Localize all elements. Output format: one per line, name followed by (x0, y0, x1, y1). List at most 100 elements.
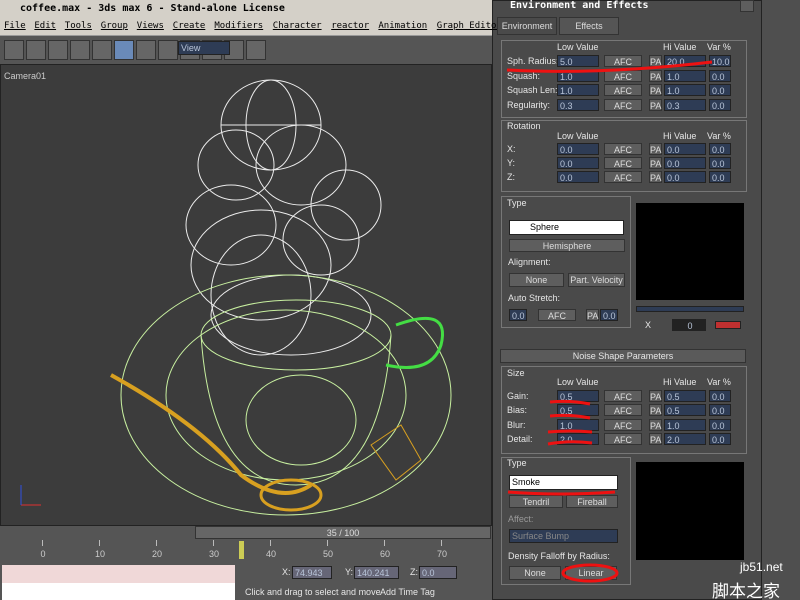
none-button[interactable]: None (509, 566, 561, 580)
hi-input[interactable]: 1.0 (664, 84, 706, 96)
low-input[interactable]: 0.3 (557, 98, 599, 111)
afc-button[interactable]: AFC (604, 404, 642, 417)
var-input[interactable]: 0.0 (709, 157, 731, 169)
afc-button[interactable]: AFC (604, 418, 642, 431)
menu-item[interactable]: Graph Editors (436, 21, 508, 31)
afc-button[interactable]: AFC (604, 84, 642, 96)
shape-dropdown[interactable]: Sphere (509, 220, 624, 235)
menu-item[interactable]: Edit (34, 21, 57, 31)
var-input[interactable]: 0.0 (709, 171, 731, 183)
hi-input[interactable]: 0.5 (664, 404, 706, 417)
preview-slider[interactable] (636, 306, 744, 312)
menu-item[interactable]: Group (100, 21, 128, 31)
fireball-button[interactable]: Fireball (566, 495, 618, 508)
pa-button[interactable]: PA (649, 98, 662, 111)
pa-button[interactable]: PA (586, 309, 599, 321)
var-input[interactable]: 10.0 (709, 55, 731, 67)
tool-button[interactable] (4, 40, 24, 60)
afc-button[interactable]: AFC (604, 390, 642, 402)
frame-slider[interactable]: 35 / 100 (195, 526, 491, 539)
preview-value[interactable]: 0 (672, 319, 706, 331)
time-slider[interactable] (239, 541, 244, 559)
afc-button[interactable]: AFC (604, 432, 642, 445)
var-input[interactable]: 0.0 (709, 84, 731, 96)
low-input[interactable]: 1.0 (557, 84, 599, 96)
pa-button[interactable]: PA (649, 55, 662, 67)
tab[interactable]: Environment (497, 17, 557, 35)
hi-input[interactable]: 0.0 (664, 143, 706, 155)
tool-button[interactable] (158, 40, 178, 60)
afc-button[interactable]: AFC (604, 157, 642, 169)
afc-button[interactable]: AFC (538, 309, 576, 321)
pa-button[interactable]: PA (649, 84, 662, 96)
menu-item[interactable]: Animation (378, 21, 428, 31)
afc-button[interactable]: AFC (604, 69, 642, 82)
low-input[interactable]: 1.0 (557, 418, 599, 431)
tool-button[interactable] (92, 40, 112, 60)
viewport[interactable] (0, 64, 492, 526)
affect-dropdown[interactable]: Surface Bump (509, 529, 618, 543)
hi-input[interactable]: 0.3 (664, 98, 706, 111)
pa-button[interactable]: PA (649, 143, 662, 155)
auto-stretch-low[interactable]: 0.0 (509, 309, 527, 321)
hi-input[interactable]: 0.5 (664, 390, 706, 402)
view-dropdown[interactable]: View (178, 41, 230, 55)
listener[interactable] (2, 583, 235, 600)
menu-item[interactable]: Create (172, 21, 206, 31)
hi-input[interactable]: 1.0 (664, 69, 706, 82)
auto-stretch-hi[interactable]: 0.0 (600, 309, 618, 321)
hi-input[interactable]: 2.0 (664, 432, 706, 445)
hi-input[interactable]: 0.0 (664, 157, 706, 169)
menu-item[interactable]: Views (136, 21, 164, 31)
low-input[interactable]: 1.0 (557, 69, 599, 82)
low-input[interactable]: 0.0 (557, 143, 599, 155)
afc-button[interactable]: AFC (604, 98, 642, 111)
menu-item[interactable]: reactor (331, 21, 370, 31)
pa-button[interactable]: PA (649, 171, 662, 183)
type-dropdown[interactable]: Smoke (509, 475, 618, 490)
var-input[interactable]: 0.0 (709, 390, 731, 402)
low-input[interactable]: 5.0 (557, 55, 599, 67)
menu-item[interactable]: Modifiers (214, 21, 264, 31)
hemisphere-button[interactable]: Hemisphere (509, 239, 625, 252)
tool-button[interactable] (246, 40, 266, 60)
velocity-button[interactable]: Part. Velocity (568, 273, 625, 287)
afc-button[interactable]: AFC (604, 55, 642, 67)
tool-button[interactable] (136, 40, 156, 60)
tendril-button[interactable]: Tendril (509, 495, 563, 508)
coord-input[interactable]: 140.241 (354, 566, 399, 579)
color-swatch[interactable] (715, 321, 741, 329)
low-input[interactable]: 0.5 (557, 390, 599, 402)
low-input[interactable]: 0.0 (557, 157, 599, 169)
low-input[interactable]: 2.0 (557, 432, 599, 445)
rollout-bar[interactable] (500, 349, 746, 363)
tool-button[interactable] (48, 40, 68, 60)
linear-button[interactable]: Linear (565, 566, 617, 580)
var-input[interactable]: 0.0 (709, 69, 731, 82)
var-input[interactable]: 0.0 (709, 98, 731, 111)
pa-button[interactable]: PA (649, 404, 662, 417)
hi-input[interactable]: 1.0 (664, 418, 706, 431)
afc-button[interactable]: AFC (604, 171, 642, 183)
close-button[interactable] (740, 0, 754, 12)
none-button[interactable]: None (509, 273, 564, 287)
var-input[interactable]: 0.0 (709, 418, 731, 431)
var-input[interactable]: 0.0 (709, 143, 731, 155)
afc-button[interactable]: AFC (604, 143, 642, 155)
menu-item[interactable]: Tools (64, 21, 92, 31)
pa-button[interactable]: PA (649, 390, 662, 402)
hi-input[interactable]: 0.0 (664, 171, 706, 183)
menu-item[interactable]: Character (272, 21, 322, 31)
listener[interactable] (2, 565, 235, 583)
pa-button[interactable]: PA (649, 157, 662, 169)
pa-button[interactable]: PA (649, 432, 662, 445)
pa-button[interactable]: PA (649, 418, 662, 431)
hi-input[interactable]: 20.0 (664, 55, 706, 67)
var-input[interactable]: 0.0 (709, 432, 731, 445)
var-input[interactable]: 0.0 (709, 404, 731, 417)
tab[interactable]: Effects (559, 17, 619, 35)
tool-button[interactable] (70, 40, 90, 60)
menu-item[interactable]: File (4, 21, 26, 31)
tool-button[interactable] (26, 40, 46, 60)
low-input[interactable]: 0.0 (557, 171, 599, 183)
